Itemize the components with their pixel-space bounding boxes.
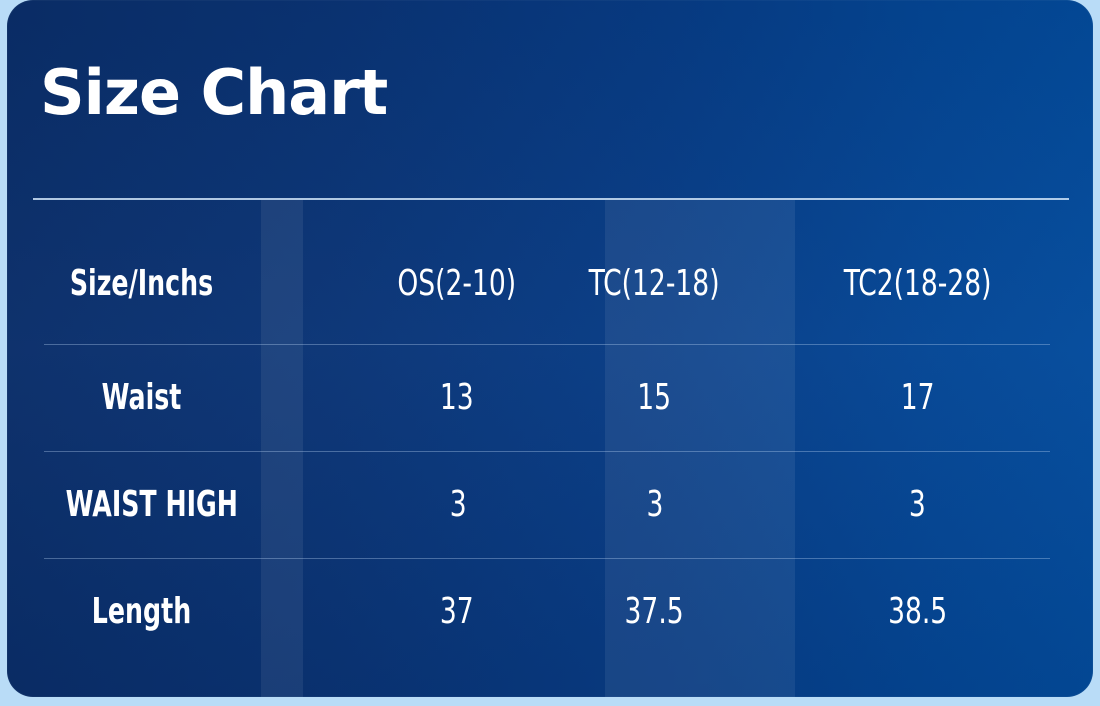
size-table: Size/Inchs OS(2-10) TC(12-18) TC2(18-28)…	[44, 200, 1050, 665]
title-divider	[33, 198, 1069, 200]
table-cell: 3	[909, 484, 927, 525]
row-label: Length	[91, 591, 192, 632]
table-cell: 3	[645, 484, 663, 525]
header-cell: TC2(18-28)	[843, 262, 992, 304]
header-cell: Size/Inchs	[69, 262, 214, 304]
table-row: Length 37 37.5 38.5	[44, 558, 1050, 665]
table-cell: 3	[449, 484, 467, 525]
table-cell: 13	[439, 377, 474, 418]
table-row: Waist 13 15 17	[44, 344, 1050, 451]
table-cell: 17	[900, 377, 935, 418]
table-row: WAIST HIGH 3 3 3	[44, 451, 1050, 558]
table-header-row: Size/Inchs OS(2-10) TC(12-18) TC2(18-28)	[44, 200, 1050, 344]
row-label: WAIST HIGH	[65, 484, 238, 525]
table-cell: 15	[636, 377, 671, 418]
page-title: Size Chart	[40, 56, 388, 129]
header-cell: TC(12-18)	[588, 262, 720, 304]
size-chart-card: Size Chart Size/Inchs OS(2-10) TC(12-18)…	[7, 0, 1093, 697]
table-cell: 38.5	[887, 591, 947, 632]
table-cell: 37	[439, 591, 474, 632]
row-label: Waist	[101, 377, 182, 418]
header-cell: OS(2-10)	[397, 262, 517, 304]
table-cell: 37.5	[624, 591, 684, 632]
